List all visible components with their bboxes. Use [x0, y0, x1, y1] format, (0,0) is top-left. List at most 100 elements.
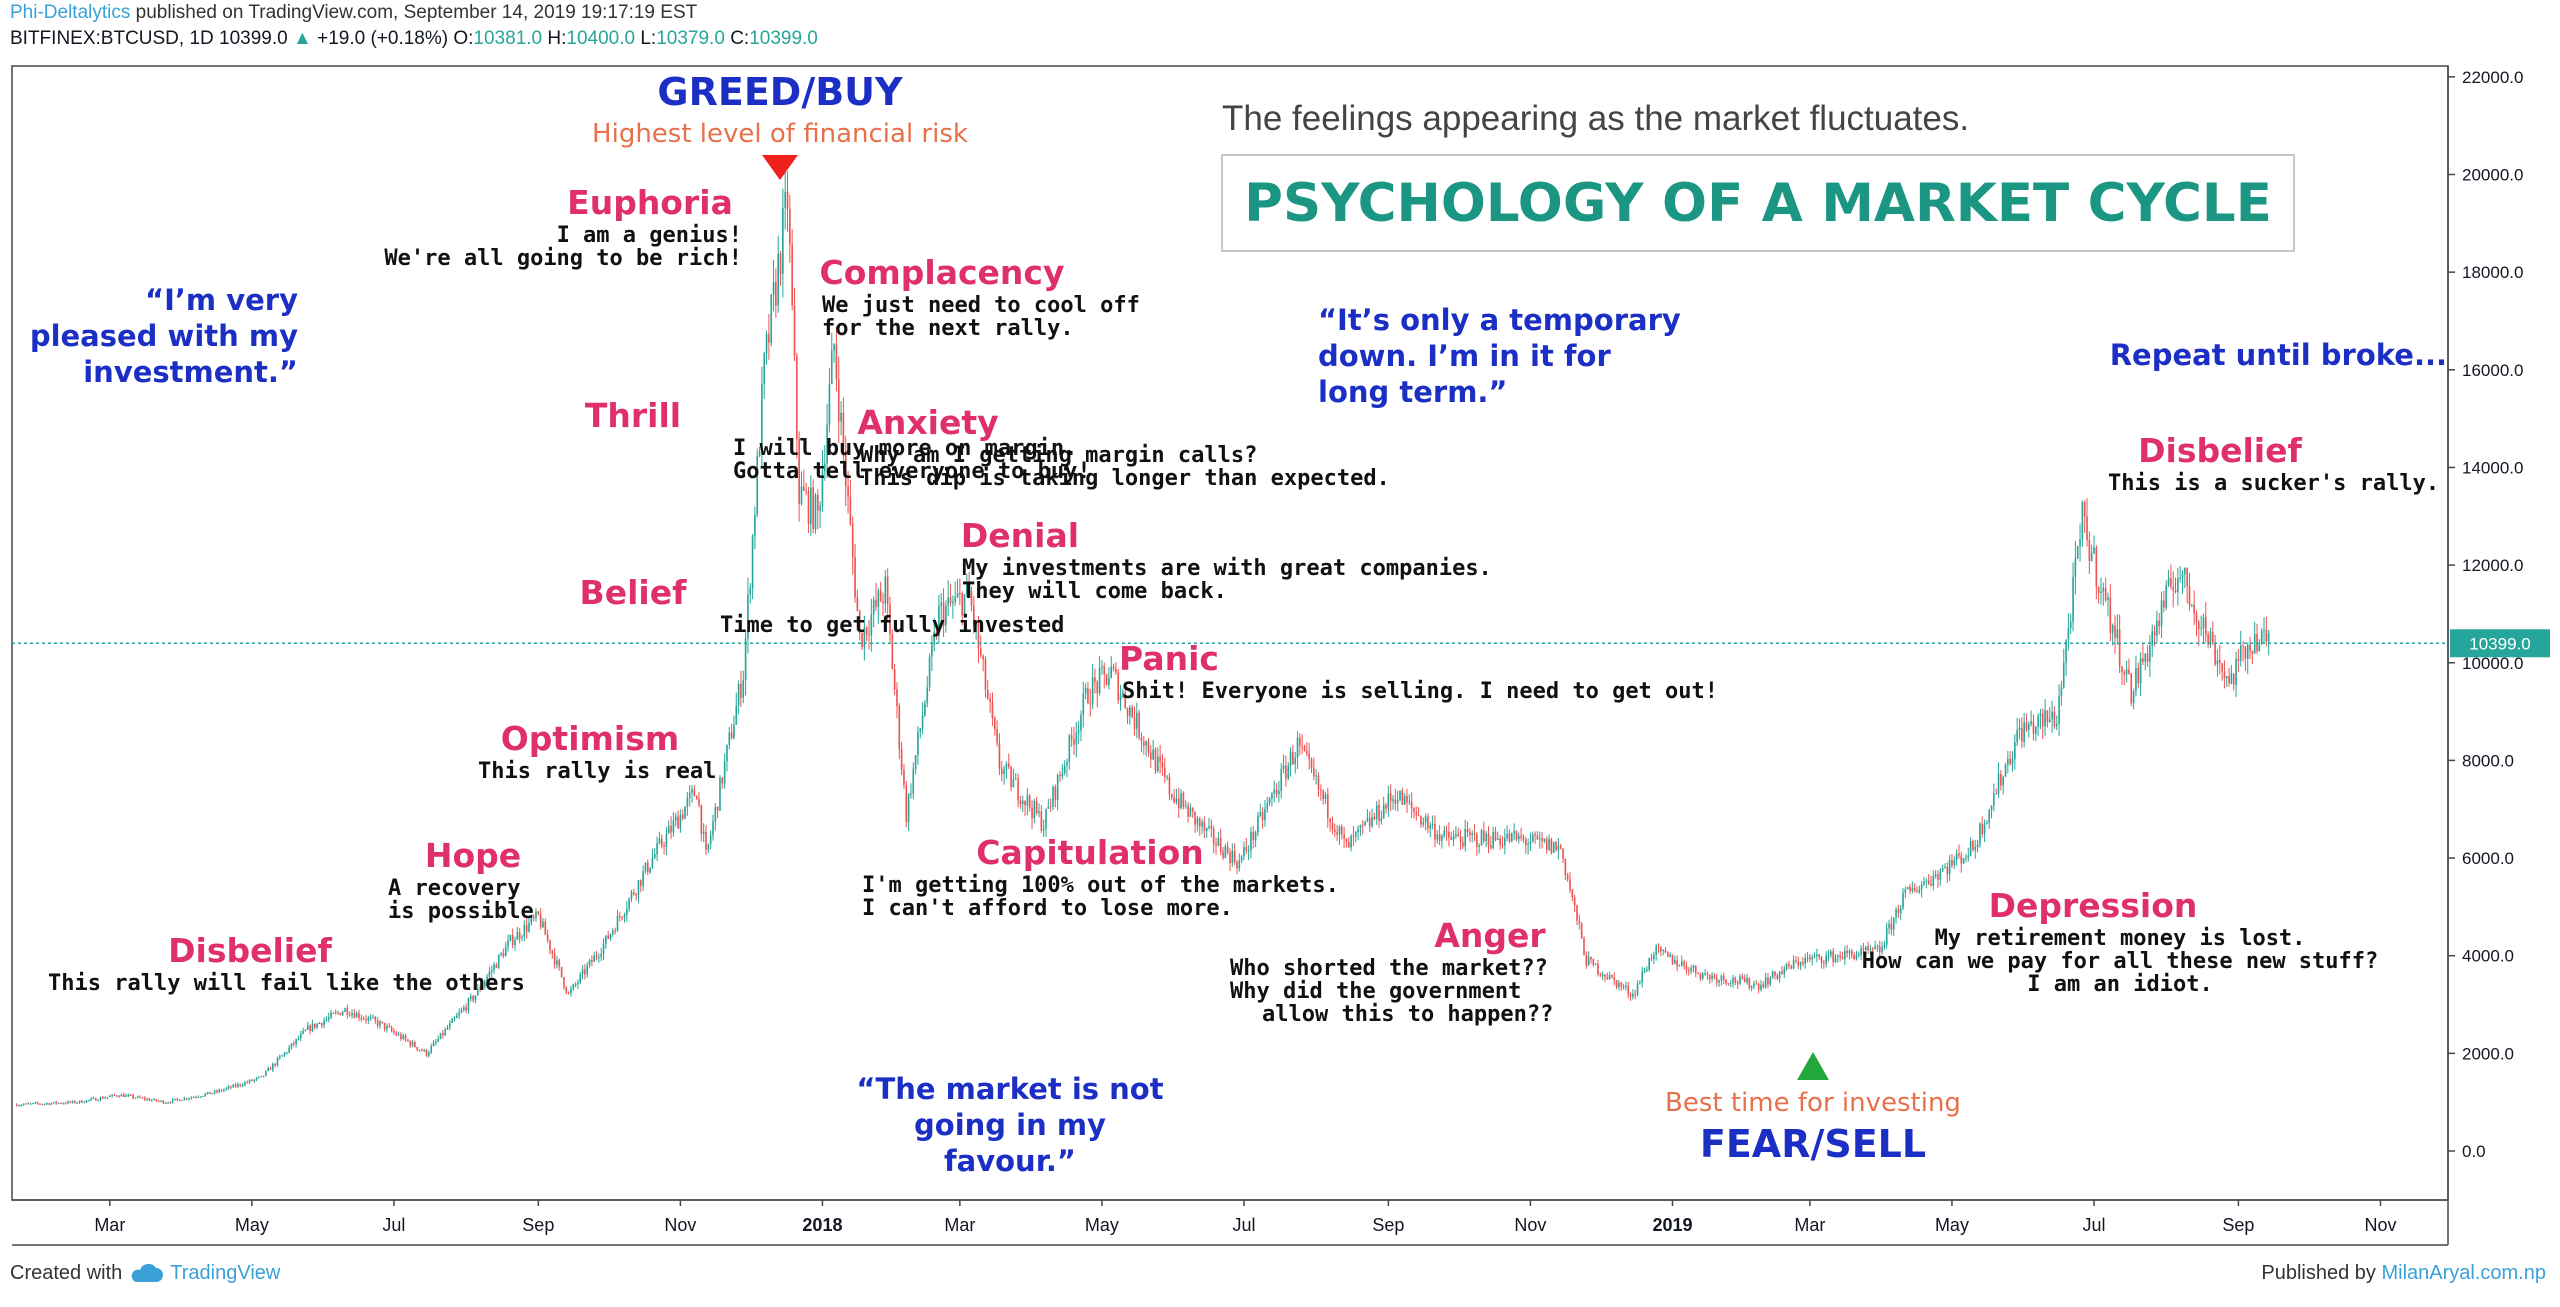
- candle-body: [81, 1100, 83, 1103]
- candle-body: [1352, 835, 1355, 837]
- candle-body: [2251, 651, 2254, 654]
- candle-body: [1958, 853, 1960, 856]
- candle-body: [1012, 779, 1015, 788]
- candle-body: [1371, 816, 1373, 827]
- candle-body: [844, 450, 847, 487]
- candle-body: [1434, 823, 1436, 840]
- candle-body: [975, 623, 977, 626]
- candle-body: [989, 698, 991, 702]
- phase-description: for the next rally.: [822, 316, 1074, 341]
- candle-body: [1317, 775, 1320, 790]
- candle-body: [1471, 833, 1474, 836]
- candle-body: [202, 1095, 204, 1097]
- candle-body: [1380, 818, 1383, 821]
- candle-body: [914, 755, 917, 769]
- candle-body: [1834, 956, 1837, 963]
- candle-body: [1620, 982, 1623, 987]
- candle-body: [1173, 797, 1175, 803]
- phase-label: Depression: [1989, 886, 2198, 925]
- candle-body: [1205, 828, 1208, 831]
- candle-body: [1776, 975, 1779, 979]
- candle-body: [539, 914, 542, 928]
- candle-body: [227, 1086, 230, 1089]
- candle-body: [660, 838, 663, 846]
- candle-body: [632, 892, 635, 895]
- candle-body: [146, 1098, 148, 1100]
- candle-body: [861, 633, 863, 647]
- candle-body: [2021, 727, 2023, 742]
- candle-body: [1988, 809, 1991, 823]
- price-tick-label: 4000.0: [2462, 947, 2514, 966]
- candle-body: [1538, 838, 1541, 840]
- candle-body: [120, 1094, 123, 1097]
- site-link[interactable]: MilanAryal.com.np: [2381, 1262, 2546, 1284]
- candle-body: [1000, 768, 1003, 774]
- candle-body: [560, 966, 563, 978]
- candle-body: [828, 384, 831, 425]
- candle-body: [1762, 984, 1765, 988]
- candle-body: [1641, 971, 1644, 983]
- candle-body: [1480, 830, 1483, 846]
- candle-body: [949, 597, 952, 604]
- candle-body: [41, 1104, 44, 1106]
- candle-body: [1061, 773, 1064, 777]
- candle-body: [579, 974, 582, 983]
- publish-info: Phi-Deltalytics published on TradingView…: [10, 2, 697, 24]
- candle-body: [500, 953, 502, 955]
- candle-body: [884, 576, 887, 604]
- candle-body: [339, 1012, 342, 1016]
- candle-body: [2181, 573, 2184, 578]
- phase-description: How can we pay for all these new stuff?: [1862, 949, 2379, 974]
- candle-body: [2123, 672, 2126, 675]
- candle-body: [903, 769, 905, 786]
- candle-body: [1948, 860, 1951, 875]
- candle-body: [253, 1079, 256, 1081]
- price-tick-label: 10000.0: [2462, 654, 2523, 673]
- candle-body: [1578, 920, 1581, 924]
- candle-body: [1904, 889, 1907, 893]
- candle-body: [1764, 977, 1767, 988]
- candle-body: [1040, 811, 1043, 831]
- candle-body: [1888, 923, 1890, 929]
- candle-body: [900, 748, 903, 770]
- candle-body: [961, 593, 963, 616]
- candle-body: [1264, 809, 1266, 820]
- candle-body: [798, 439, 800, 504]
- candle-body: [1424, 816, 1427, 823]
- investor-quote: going in my: [914, 1108, 1106, 1142]
- investor-quote: pleased with my: [30, 319, 298, 353]
- tradingview-link[interactable]: TradingView: [170, 1262, 281, 1284]
- candle-body: [1438, 834, 1441, 841]
- candle-body: [1338, 826, 1341, 835]
- candle-body: [1266, 803, 1269, 810]
- candle-body: [826, 424, 828, 464]
- candle-body: [2156, 620, 2158, 636]
- candle-body: [425, 1049, 428, 1056]
- candle-body: [1771, 971, 1774, 979]
- candle-body: [1548, 839, 1550, 850]
- candle-body: [1217, 837, 1220, 846]
- candle-body: [160, 1100, 162, 1102]
- candle-body: [1795, 960, 1797, 962]
- candle-body: [1182, 792, 1185, 807]
- candle-body: [1946, 866, 1949, 875]
- candle-body: [1161, 761, 1164, 768]
- phase-description: My retirement money is lost.: [1935, 926, 2306, 951]
- candle-body: [2097, 586, 2100, 594]
- candle-body: [1375, 805, 1378, 820]
- candle-body: [1361, 824, 1364, 826]
- published-by-text: Published by: [2261, 1262, 2376, 1284]
- last-price: 10399.0: [219, 28, 288, 49]
- candle-body: [453, 1017, 456, 1020]
- author-link[interactable]: Phi-Deltalytics: [10, 2, 131, 23]
- candle-body: [591, 959, 593, 962]
- time-tick-label: May: [1935, 1215, 1969, 1235]
- candle-body: [1024, 800, 1026, 806]
- candle-body: [136, 1096, 139, 1098]
- candle-body: [1252, 831, 1255, 841]
- phase-label: Capitulation: [976, 833, 1204, 872]
- candle-body: [2260, 630, 2263, 644]
- candle-body: [381, 1021, 384, 1023]
